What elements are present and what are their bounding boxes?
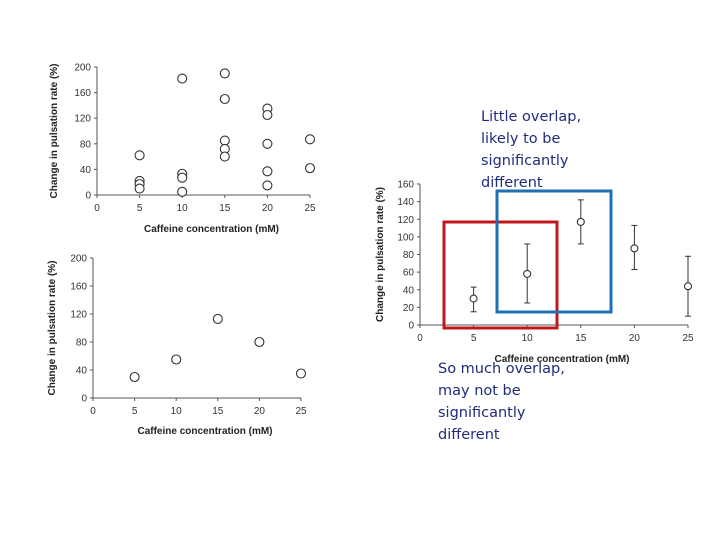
data-point	[262, 166, 273, 177]
data-point	[171, 354, 182, 365]
y-tick-label: 40	[80, 165, 92, 176]
data-point	[219, 135, 230, 146]
x-tick-label: 5	[137, 203, 143, 214]
y-tick-label: 160	[397, 180, 414, 191]
y-tick-label: 20	[403, 303, 415, 314]
data-point	[219, 68, 230, 79]
y-axis-title: Change in pulsation rate (%)	[375, 187, 386, 322]
data-point	[212, 313, 223, 324]
data-point	[304, 134, 316, 145]
mean-point	[630, 244, 639, 253]
y-tick-label: 160	[70, 282, 87, 293]
scatter-plot-top-left: 0 5 10 15 20 25 0 40 80 120 160 200 Caffeine concent…	[49, 63, 316, 236]
x-axis-title: Caffeine concentration (mM)	[137, 426, 272, 437]
y-tick-label: 120	[74, 114, 91, 125]
x-tick-label: 25	[682, 333, 694, 344]
y-tick-label: 80	[403, 250, 415, 261]
y-tick-label: 0	[81, 394, 87, 405]
mean-point	[576, 217, 585, 226]
y-tick-label: 140	[397, 197, 414, 208]
x-tick-label: 20	[254, 406, 266, 417]
data-point	[219, 93, 230, 105]
mean-errorbar-plot-right: 0 5 10 15 20 25 0 20 40 60 80 100 120 140 160 Caffeine …	[375, 180, 694, 366]
low-concentration-highlight-box	[442, 220, 559, 330]
x-tick-label: 10	[522, 333, 534, 344]
mean-point	[523, 269, 532, 278]
data-point	[262, 109, 273, 121]
y-tick-label: 120	[397, 215, 414, 226]
data-point	[254, 336, 265, 348]
y-tick-label: 40	[76, 366, 88, 377]
high-concentration-highlight-box	[495, 189, 613, 314]
x-tick-label: 15	[212, 406, 224, 417]
data-point	[262, 180, 273, 191]
y-tick-label: 160	[74, 88, 91, 99]
x-tick-label: 0	[94, 203, 100, 214]
x-tick-label: 5	[471, 333, 477, 344]
y-tick-label: 200	[70, 254, 87, 265]
data-point	[262, 138, 273, 149]
data-point	[134, 150, 145, 161]
y-tick-label: 200	[74, 63, 91, 74]
scatter-plot-bottom-left: 0 5 10 15 20 25 0 40 80 120 160 200 Caffeine concent…	[47, 254, 307, 438]
data-point	[134, 183, 145, 194]
y-tick-label: 0	[85, 191, 91, 202]
y-tick-label: 40	[403, 285, 415, 296]
x-tick-label: 15	[219, 203, 231, 214]
x-tick-label: 10	[171, 406, 183, 417]
x-tick-label: 25	[295, 406, 307, 417]
data-point	[177, 172, 188, 183]
x-tick-label: 10	[177, 203, 189, 214]
y-tick-label: 80	[80, 139, 92, 150]
x-axis-title: Caffeine concentration (mM)	[494, 354, 629, 365]
mean-point	[683, 282, 693, 291]
data-point	[129, 371, 140, 383]
x-tick-label: 5	[132, 406, 138, 417]
y-tick-label: 80	[76, 338, 88, 349]
x-tick-label: 0	[417, 333, 423, 344]
data-point	[295, 368, 307, 379]
data-point	[177, 186, 188, 197]
mean-point	[469, 294, 478, 303]
y-tick-label: 120	[70, 310, 87, 321]
y-tick-label: 60	[403, 268, 415, 279]
much-overlap-annotation: So much overlap, may not be significantl…	[438, 361, 565, 443]
x-tick-label: 0	[90, 406, 96, 417]
little-overlap-annotation: Little overlap, likely to be significant…	[481, 109, 582, 191]
x-tick-label: 20	[262, 203, 274, 214]
x-tick-label: 15	[575, 333, 587, 344]
x-tick-label: 20	[629, 333, 641, 344]
y-axis-title: Change in pulsation rate (%)	[47, 260, 58, 395]
data-point	[177, 73, 188, 84]
x-axis-title: Caffeine concentration (mM)	[144, 224, 279, 235]
y-tick-label: 100	[397, 232, 414, 243]
data-point	[304, 163, 316, 174]
x-tick-label: 25	[304, 203, 316, 214]
data-point	[219, 151, 230, 162]
y-axis-title: Change in pulsation rate (%)	[49, 63, 60, 198]
y-tick-label: 0	[408, 321, 414, 332]
